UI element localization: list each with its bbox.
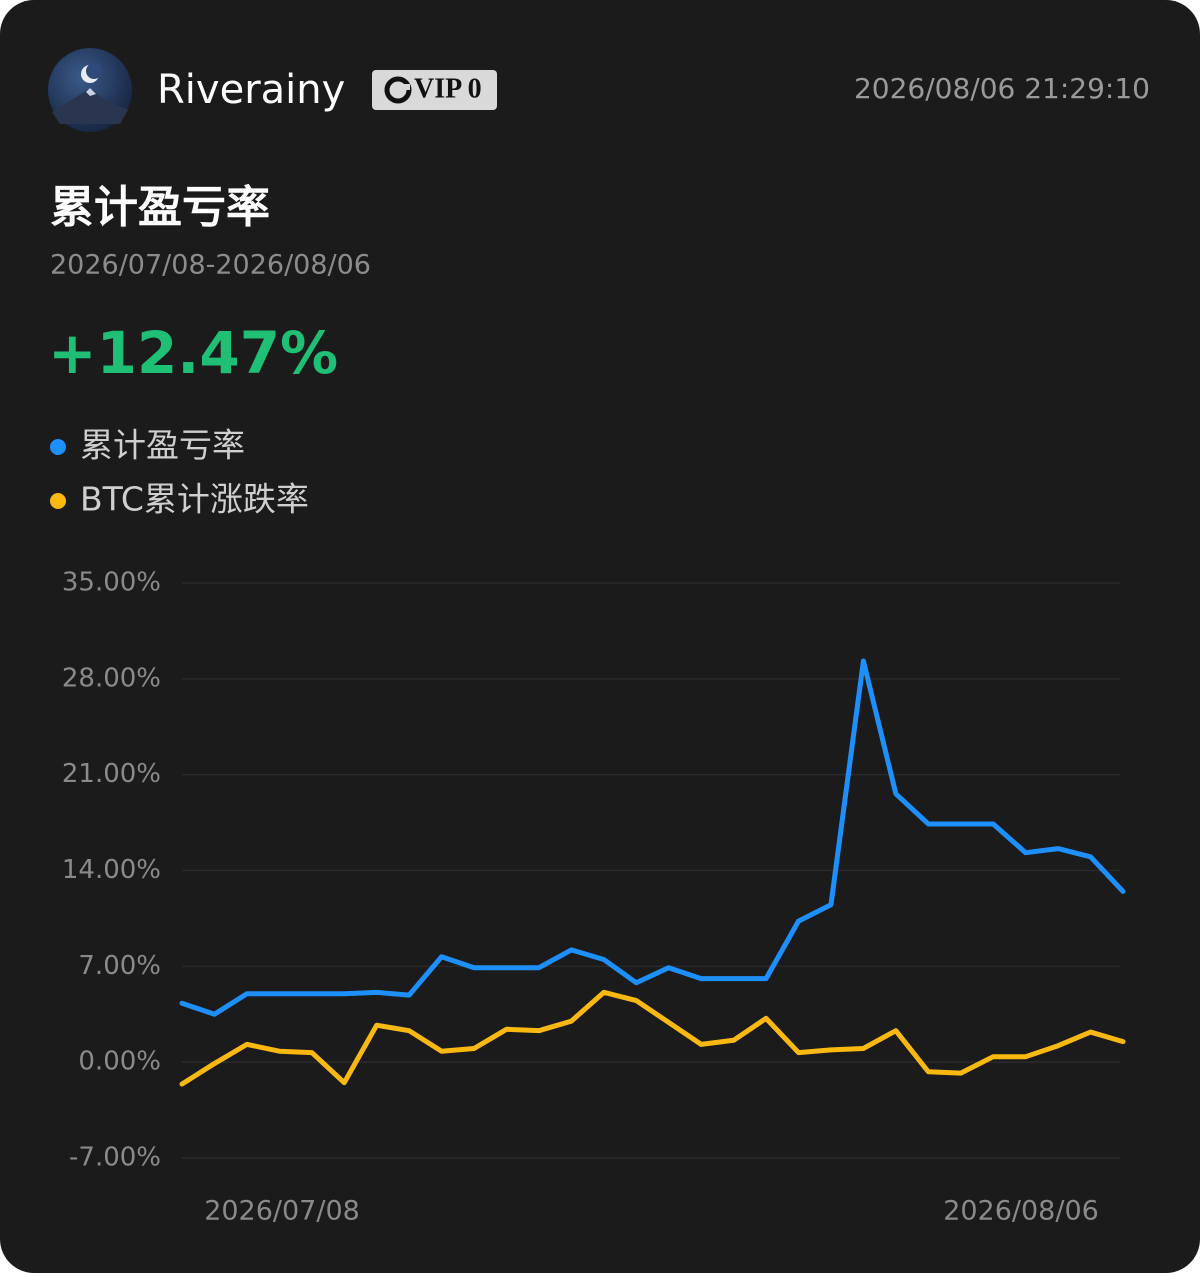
avatar <box>48 48 132 132</box>
y-tick-label: 0.00% <box>78 1047 161 1077</box>
x-tick-label: 2026/07/08 <box>204 1196 360 1227</box>
y-tick-label: 7.00% <box>78 951 161 981</box>
legend-label: 累计盈亏率 <box>80 426 245 465</box>
series-line <box>179 658 1126 1017</box>
legend-swatch <box>50 439 66 455</box>
y-tick-label: 21.00% <box>62 759 161 789</box>
y-tick-label: 28.00% <box>62 663 161 693</box>
vip-badge: VIP 0 <box>372 70 497 110</box>
date-range: 2026/07/08-2026/08/06 <box>50 250 371 281</box>
legend-label: BTC累计涨跌率 <box>80 480 309 519</box>
legend-swatch <box>50 493 66 509</box>
x-tick-label: 2026/08/06 <box>943 1196 1099 1227</box>
y-tick-label: 35.00% <box>62 568 161 598</box>
timestamp: 2026/08/06 21:29:10 <box>854 72 1150 105</box>
y-tick-label: 14.00% <box>62 855 161 885</box>
series-line <box>179 989 1126 1087</box>
username: Riverainy <box>157 67 345 113</box>
pnl-value: +12.47% <box>48 319 338 387</box>
y-tick-label: -7.00% <box>69 1143 161 1173</box>
line-chart: 累计盈亏率 BTC累计涨跌率 35.00% 28.00% 21.00% 14.00% 7.0… <box>50 426 1126 1227</box>
badge-text: VIP 0 <box>414 73 482 104</box>
section-title: 累计盈亏率 <box>50 182 270 233</box>
